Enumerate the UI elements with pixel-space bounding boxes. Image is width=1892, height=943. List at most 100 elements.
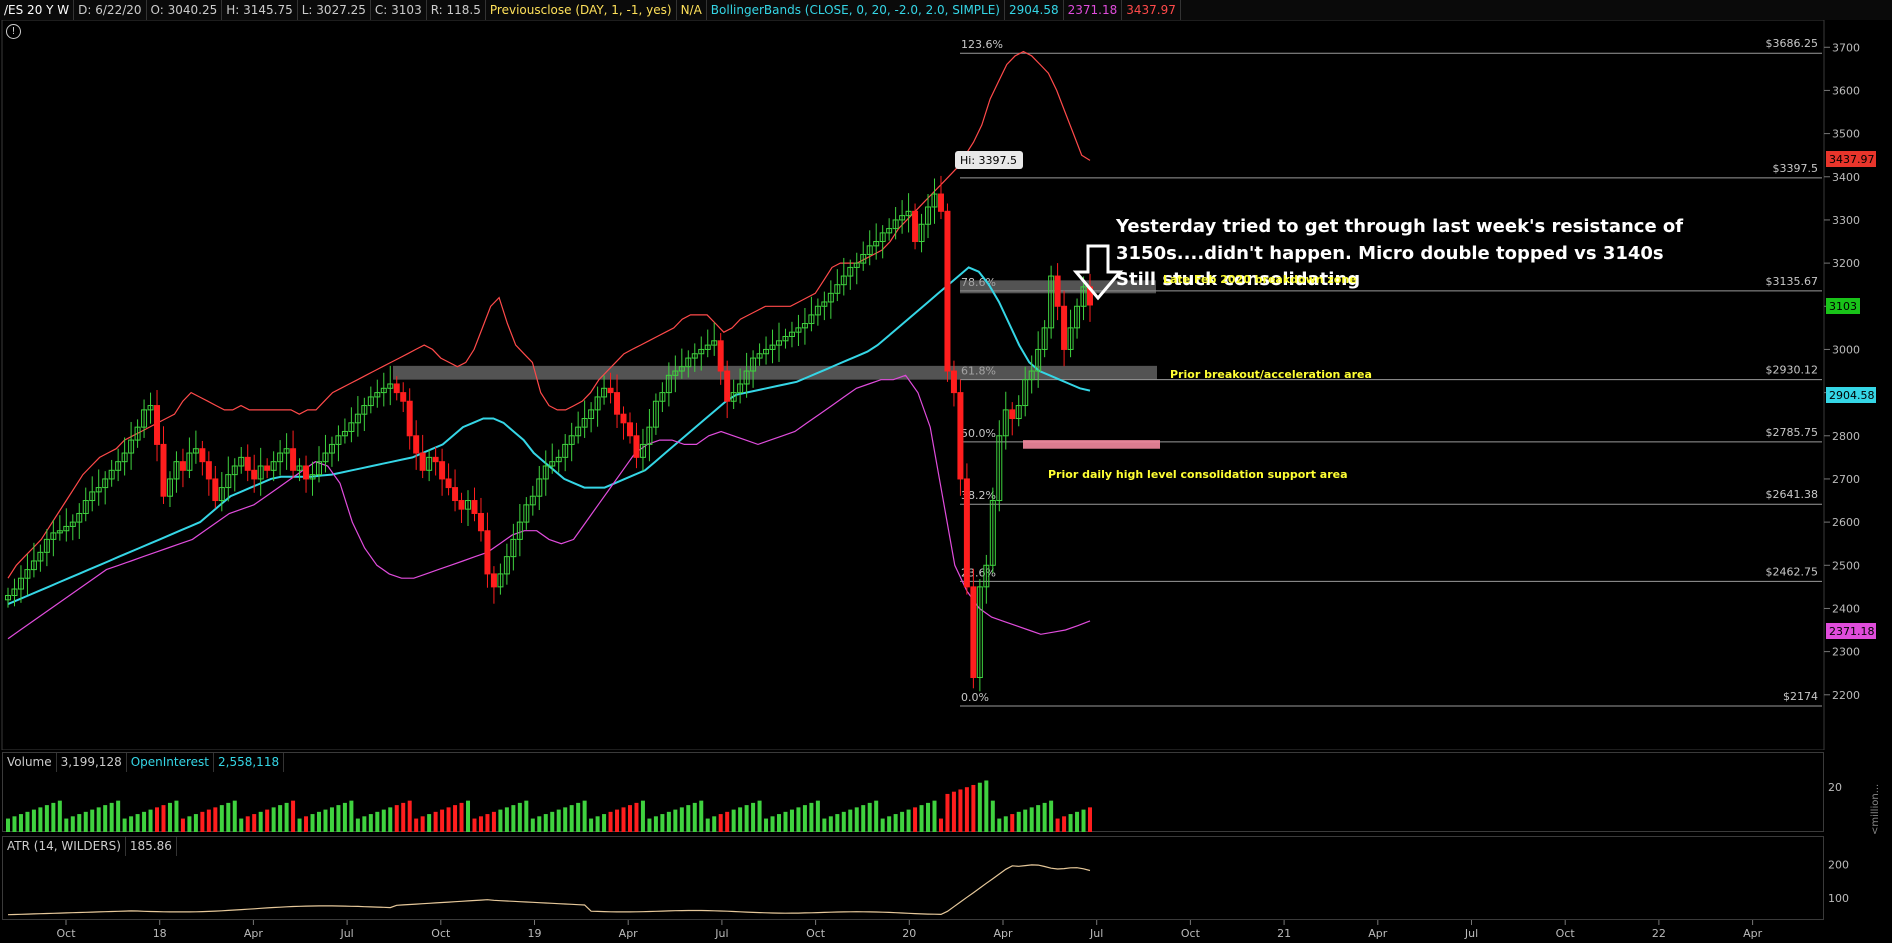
candle-body [853, 262, 860, 268]
volume-bar [524, 800, 529, 832]
bb-mid-tag-text: 2904.58 [1829, 389, 1875, 402]
candle-body [698, 348, 705, 355]
candle-body [335, 435, 342, 445]
price-chart[interactable]: 123.6%$3686.2578.6%$3135.6761.8%$2930.12… [0, 20, 1892, 750]
candle-body [963, 478, 970, 588]
candle-body [205, 461, 212, 480]
candle-body [892, 219, 899, 230]
volume-bar [984, 780, 989, 832]
candle-body [588, 409, 595, 420]
volume-bar [751, 802, 756, 832]
volume-bar [738, 807, 743, 832]
candle-body [685, 357, 692, 368]
volume-bar [660, 814, 665, 832]
candle-body [315, 461, 322, 476]
volume-bar [932, 800, 937, 832]
volume-bar [498, 809, 503, 832]
last-price-tag-text: 3103 [1829, 300, 1857, 313]
volume-bar [725, 811, 730, 832]
bb-upper-value: 3437.97 [1122, 0, 1181, 20]
candle-body [477, 512, 484, 532]
price-tick-label: 3200 [1832, 257, 1860, 270]
prevclose-value: N/A [677, 0, 707, 20]
candle-body [277, 452, 284, 463]
candle-body [251, 469, 258, 480]
candle-body [328, 443, 335, 454]
atr-panel[interactable]: ATR (14, WILDERS) 185.86 [2, 836, 1824, 920]
date-readout: D: 6/22/20 [74, 0, 147, 20]
prevclose-study-label[interactable]: Previousclose (DAY, 1, -1, yes) [486, 0, 677, 20]
volume-label: Volume [3, 753, 57, 772]
price-axis[interactable]: 2200230024002500260027002800290030003100… [1824, 41, 1860, 702]
candle-body [341, 430, 348, 437]
info-icon[interactable]: ! [6, 24, 21, 39]
candle-body [737, 383, 744, 394]
volume-bar [556, 809, 561, 832]
volume-bar [1088, 807, 1092, 832]
candle-body [931, 193, 938, 208]
volume-bar [388, 807, 393, 832]
volume-bar [919, 805, 924, 832]
candle-body [1015, 405, 1022, 420]
volume-bar [44, 805, 49, 832]
time-axis[interactable]: Oct 18 Apr Jul Oct 19 Apr Jul Oct 20 Apr Jul Oct 21 Ap… [0, 920, 1892, 943]
volume-panel[interactable]: Volume 3,199,128 OpenInterest 2,558,118 [2, 752, 1824, 832]
volume-bar [142, 811, 147, 832]
symbol-label[interactable]: /ES 20 Y W [0, 0, 75, 20]
bb-lower-tag [1826, 623, 1876, 639]
volume-bar [57, 800, 62, 832]
fib-pct-label: 123.6% [961, 38, 1003, 51]
price-tick-label: 3000 [1832, 343, 1860, 356]
chart-header-bar: /ES 20 Y W D: 6/22/20 O: 3040.25 H: 3145… [0, 0, 1892, 20]
volume-bar [504, 807, 509, 832]
low-readout: L: 3027.25 [298, 0, 371, 20]
candle-body [115, 461, 122, 471]
volume-bar [1042, 802, 1047, 832]
down-arrow-icon [1072, 244, 1124, 301]
candle-body [154, 405, 161, 445]
candle-body [5, 594, 11, 601]
bb-mid-tag [1826, 387, 1876, 403]
volume-bar [258, 811, 263, 832]
candle-body [283, 448, 290, 454]
candle-body [905, 210, 912, 217]
volume-bar [478, 816, 483, 832]
volume-bar [796, 807, 801, 832]
volume-bar [1003, 816, 1008, 832]
candle-body [996, 435, 1003, 502]
annotation-line1: Yesterday tried to get through last week… [1115, 216, 1683, 237]
volume-bar [472, 818, 477, 832]
volume-bar [323, 809, 328, 832]
candle-body [361, 405, 368, 415]
price-tick-label: 2800 [1832, 430, 1860, 443]
candle-body [691, 353, 698, 359]
price-tick-label: 3700 [1832, 41, 1860, 54]
candle-body [899, 215, 906, 221]
volume-bar [284, 802, 289, 832]
open-readout: O: 3040.25 [147, 0, 223, 20]
volume-bar [148, 809, 153, 832]
volume-bar [459, 802, 464, 832]
candle-body [484, 530, 491, 575]
volume-bar [789, 809, 794, 832]
volume-bar [265, 809, 270, 832]
time-tick-label: 20 [902, 927, 916, 940]
candle-body [69, 521, 76, 527]
atr-tick-label: 100 [1828, 892, 1849, 905]
candle-body [309, 474, 316, 480]
last-price-tag [1826, 298, 1860, 314]
volume-bar [718, 814, 723, 832]
bollinger-study-label[interactable]: BollingerBands (CLOSE, 0, 20, -2.0, 2.0,… [707, 0, 1005, 20]
time-tick-label: Apr [993, 927, 1013, 940]
volume-bar [809, 802, 814, 832]
candle-body [50, 532, 57, 540]
candle-body [782, 335, 789, 342]
time-tick-label: Apr [244, 927, 264, 940]
fib-price-label: $2785.75 [1766, 426, 1819, 439]
candle-body [192, 448, 199, 454]
volume-bar [1068, 814, 1073, 832]
candle-body [523, 504, 530, 523]
candle-body [601, 387, 608, 398]
volume-bar [232, 800, 237, 832]
candle-body [432, 456, 439, 463]
